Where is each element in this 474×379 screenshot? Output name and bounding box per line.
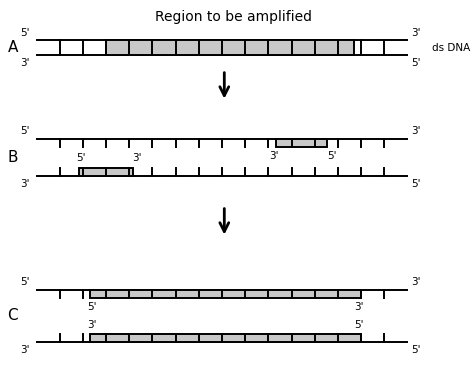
Text: 3': 3' — [20, 58, 30, 68]
Text: Region to be amplified: Region to be amplified — [155, 10, 312, 24]
Text: 3': 3' — [411, 28, 421, 38]
Bar — [276, 138, 327, 147]
Text: C: C — [8, 309, 18, 324]
Text: 5': 5' — [20, 277, 30, 287]
Text: 5': 5' — [411, 58, 421, 68]
Bar — [90, 290, 361, 298]
Text: 3': 3' — [20, 179, 30, 188]
Text: A: A — [8, 41, 18, 55]
Bar — [106, 40, 354, 55]
Text: 3': 3' — [269, 151, 278, 161]
Text: 3': 3' — [354, 302, 363, 312]
Text: 5': 5' — [76, 153, 86, 163]
Text: 5': 5' — [88, 302, 97, 312]
Text: 3': 3' — [88, 319, 97, 330]
Text: 5': 5' — [354, 319, 363, 330]
Text: 5': 5' — [327, 151, 337, 161]
Text: 3': 3' — [411, 126, 421, 136]
Text: 5': 5' — [411, 345, 421, 355]
Text: 3': 3' — [20, 345, 30, 355]
Text: 3': 3' — [132, 153, 142, 163]
Bar — [90, 334, 361, 343]
Text: B: B — [8, 150, 18, 165]
Text: 5': 5' — [20, 126, 30, 136]
Bar — [79, 168, 133, 176]
Text: ds DNA: ds DNA — [432, 43, 471, 53]
Text: 3': 3' — [411, 277, 421, 287]
Text: 5': 5' — [411, 179, 421, 188]
Text: 5': 5' — [20, 28, 30, 38]
